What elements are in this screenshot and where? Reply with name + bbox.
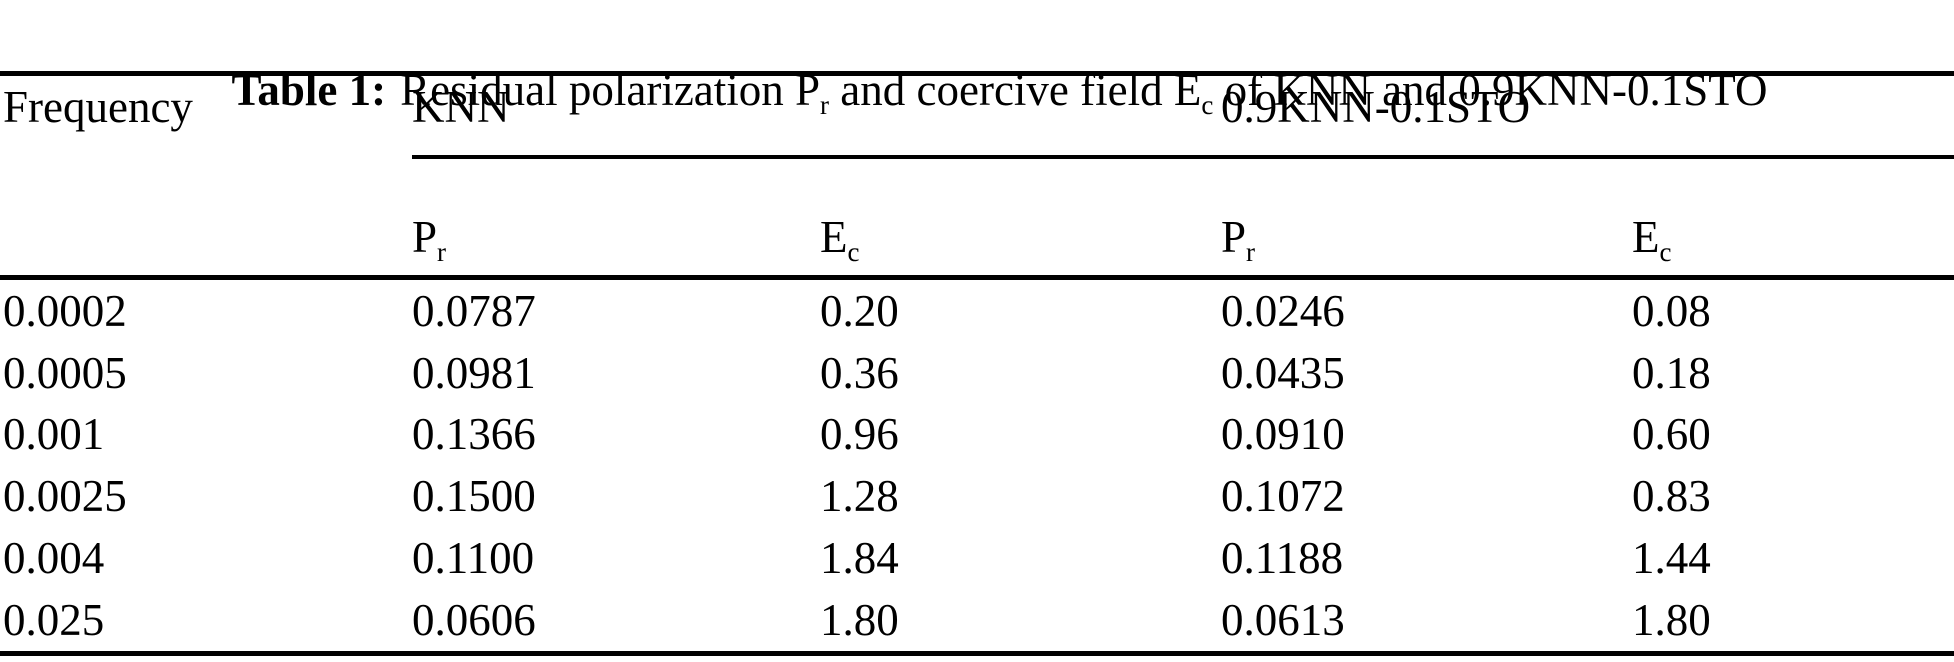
data-cell-sto-ec: 0.83 [1632,471,1711,522]
subheader-subscript: c [847,237,860,267]
data-cell-knn-ec: 0.96 [820,409,899,460]
frequency-cell: 0.025 [3,594,105,645]
subheader-base: P [412,212,438,262]
data-cell-sto-ec: 0.08 [1632,285,1711,336]
table-row: 0.0002 0.0787 0.20 0.0246 0.08 [0,280,1954,342]
group-header-knn: KNN [412,82,510,132]
table-row: 0.0005 0.0981 0.36 0.0435 0.18 [0,342,1954,404]
data-cell-knn-ec: 0.36 [820,347,899,398]
data-cell-knn-pr: 0.0606 [412,594,536,645]
table-group-header-row: Frequency KNN 0.9KNN-0.1STO [0,76,1954,155]
frequency-cell: 0.0002 [3,285,127,336]
data-cell-knn-ec: 1.28 [820,471,899,522]
subheader-base: E [1632,212,1660,262]
table-row: 0.0025 0.1500 1.28 0.1072 0.83 [0,465,1954,527]
subheader-subscript: r [437,237,447,267]
data-cell-knn-pr: 0.0981 [412,347,536,398]
data-cell-sto-pr: 0.0910 [1221,409,1345,460]
table-subheader-row: Pr Ec Pr Ec [0,159,1954,275]
data-cell-knn-pr: 0.1366 [412,409,536,460]
subheader-sto-ec: Ec [1632,213,1954,275]
table-caption: Table 1: Residual polarization Pr and coe… [0,0,1954,119]
subheader-subscript: c [1659,237,1672,267]
data-table: Frequency KNN 0.9KNN-0.1STO Pr Ec Pr Ec … [0,71,1954,656]
subheader-sto-pr: Pr [1221,213,1632,275]
data-cell-sto-ec: 0.60 [1632,409,1711,460]
data-cell-knn-ec: 1.80 [820,594,899,645]
data-cell-knn-pr: 0.0787 [412,285,536,336]
frequency-cell: 0.0025 [3,471,127,522]
data-cell-knn-pr: 0.1500 [412,471,536,522]
group-header-0.9knn-0.1sto: 0.9KNN-0.1STO [1221,82,1531,132]
data-cell-sto-pr: 0.0246 [1221,285,1345,336]
data-cell-knn-pr: 0.1100 [412,533,535,584]
subheader-knn-pr: Pr [412,213,820,275]
data-cell-sto-pr: 0.1072 [1221,471,1345,522]
subheader-base: P [1221,212,1247,262]
table-caption-subscript-c: c [1201,90,1214,120]
subheader-subscript: r [1246,237,1256,267]
table-caption-subscript-r: r [820,90,830,120]
data-cell-sto-pr: 0.0613 [1221,594,1345,645]
table-row: 0.025 0.0606 1.80 0.0613 1.80 [0,589,1954,651]
frequency-cell: 0.0005 [3,347,127,398]
table-row: 0.004 0.1100 1.84 0.1188 1.44 [0,527,1954,589]
group-header-midrule [412,155,1954,159]
subheader-base: E [820,212,848,262]
subheader-knn-ec: Ec [820,213,1221,275]
data-cell-sto-ec: 0.18 [1632,347,1711,398]
data-cell-sto-pr: 0.0435 [1221,347,1345,398]
column-header-frequency: Frequency [3,82,193,132]
group-header-midrule-row [0,155,1954,159]
data-cell-sto-pr: 0.1188 [1221,533,1344,584]
header-bottom-rule [0,275,1954,280]
table-bottom-rule [0,650,1954,656]
data-cell-knn-ec: 1.84 [820,533,899,584]
frequency-cell: 0.004 [3,533,105,584]
data-cell-knn-ec: 0.20 [820,285,899,336]
table-row: 0.001 0.1366 0.96 0.0910 0.60 [0,404,1954,466]
data-cell-sto-ec: 1.80 [1632,594,1711,645]
frequency-cell: 0.001 [3,409,105,460]
data-cell-sto-ec: 1.44 [1632,533,1711,584]
